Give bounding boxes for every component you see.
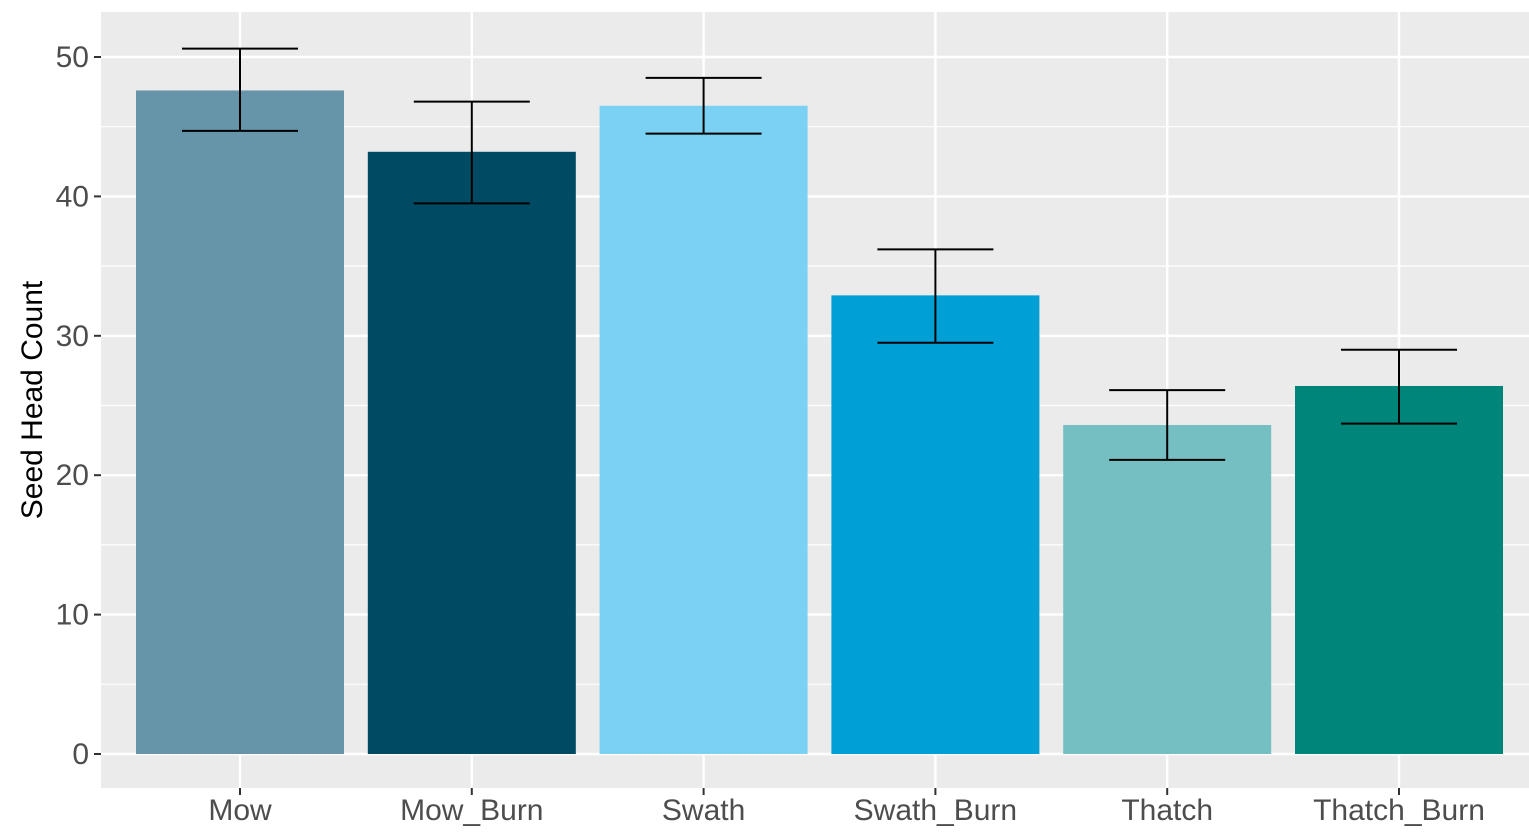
y-tick-label: 20 [56,459,89,492]
y-tick-label: 0 [72,738,89,771]
x-tick-label: Thatch_Burn [1313,794,1485,827]
bar-mow-burn [367,151,576,755]
x-tick-label: Mow [208,794,272,827]
error-bar-swath-burn [877,248,994,344]
error-bar-mow [182,47,298,132]
y-axis: 0 10 20 30 40 50 [56,41,101,771]
bar-swath [599,105,808,755]
error-bar-thatch [1109,389,1226,461]
bar-thatch [1063,425,1272,754]
bars [136,90,1503,755]
y-tick-label: 50 [56,41,89,74]
x-tick-label: Swath_Burn [854,794,1017,827]
x-tick-label: Mow_Burn [400,794,543,827]
x-tick-label: Thatch [1121,794,1213,827]
x-tick-label: Swath [662,794,745,827]
error-bar-thatch-burn [1341,348,1457,425]
bar-mow [136,90,344,755]
y-tick-label: 30 [56,320,89,353]
error-bar-swath [645,76,762,135]
y-tick-label: 10 [56,599,89,632]
error-bars [182,47,1457,461]
error-bar-mow-burn [413,100,530,205]
y-tick-label: 40 [56,180,89,213]
bar-thatch-burn [1295,385,1503,754]
y-axis-title: Seed Head Count [16,280,49,519]
x-axis: Mow Mow_Burn Swath Swath_Burn Thatch Thatch_B… [208,788,1485,827]
bar-swath-burn [831,295,1040,754]
